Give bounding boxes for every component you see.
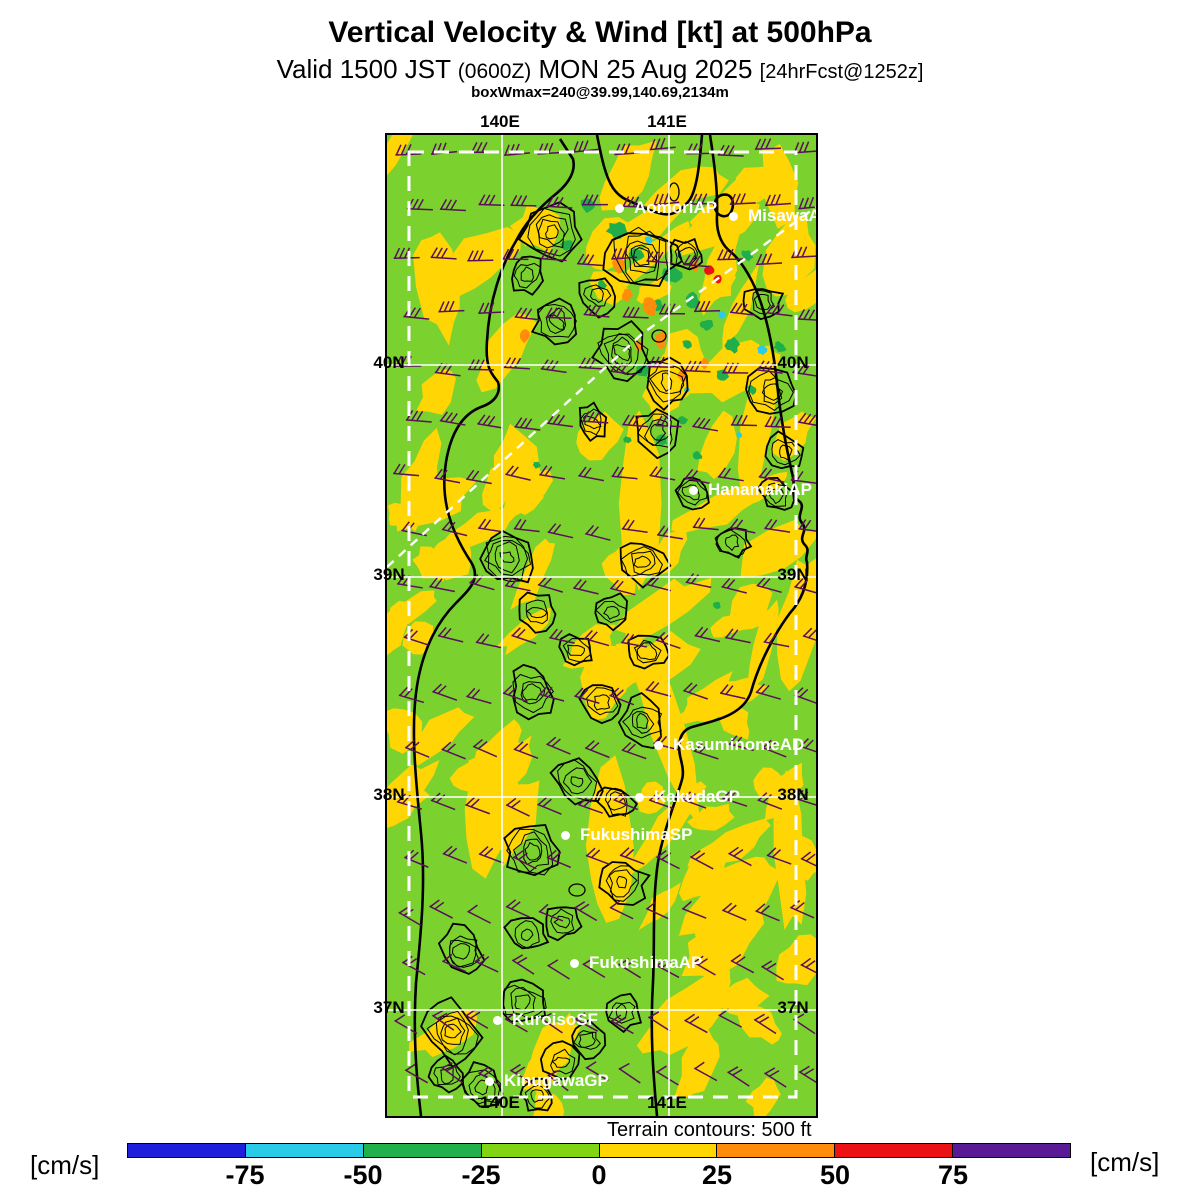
colorbar-tick-label: 50 [819,1160,851,1190]
station-marker: KuroisoSF [493,1010,598,1030]
station-marker: KasuminomeAD [654,735,804,755]
station-marker: KakudaGP [635,787,740,807]
station-dot-icon [493,1015,502,1025]
parallel-label-right: 39N [777,565,809,584]
meridian-label-top: 140E [480,112,520,131]
station-marker: FukushimaAP [570,953,702,973]
meridian-label-top: 141E [647,112,687,131]
station-label: KuroisoSF [512,1010,598,1029]
station-label: KasuminomeAD [673,735,805,754]
colorbar-segment [363,1144,482,1157]
colorbar-tick-label: -50 [343,1160,383,1190]
station-label: HanamakiAP [708,480,812,499]
colorbar-segment [481,1144,600,1157]
station-marker: MisawaAD [729,206,816,226]
station-dot-icon [485,1076,494,1086]
forecast-tag: [24hrFcst@1252z] [759,61,924,83]
wmax-line: boxWmax=240@39.99,140.69,2134m [471,84,729,101]
page-title: Vertical Velocity & Wind [kt] at 500hPa [328,16,872,49]
station-dot-icon [729,211,738,221]
station-dot-icon [615,203,624,213]
station-marker: AomoriAP [615,198,717,218]
parallel-label-right: 40N [777,353,809,372]
station-label: KinugawaGP [504,1071,609,1090]
station-dot-icon [570,958,579,968]
parallel-label-left: 38N [373,785,405,804]
terrain-note: Terrain contours: 500 ft [607,1119,812,1141]
station-label: MisawaAD [748,206,816,225]
station-dot-icon [654,740,663,750]
colorbar-segment [245,1144,364,1157]
parallel-label-right: 38N [777,785,809,804]
valid-prefix: Valid 1500 JST [276,54,458,84]
colorbar-tick-label: -75 [225,1160,265,1190]
meridian-label-bottom: 140E [480,1093,520,1112]
valid-time-line: Valid 1500 JST (0600Z) MON 25 Aug 2025 [… [0,54,1200,85]
valid-zulu: (0600Z) [457,60,532,83]
colorbar-segment [953,1144,1070,1157]
meridian-label-bottom: 141E [647,1093,687,1112]
weather-map: AomoriAP MisawaAD HanamakiAP KasuminomeAD Ka… [385,133,818,1118]
map-svg [387,135,816,1116]
colorbar-tick-label: -25 [461,1160,501,1190]
station-marker: KinugawaGP [485,1071,609,1091]
colorbar-tick-label: 75 [937,1160,969,1190]
station-label: AomoriAP [634,198,718,217]
station-label: FukushimaSP [580,825,693,844]
station-marker: FukushimaSP [561,825,692,845]
parallel-label-left: 40N [373,353,405,372]
colorbar-segment [835,1144,954,1157]
units-label-right: [cm/s] [1090,1147,1160,1177]
station-dot-icon [635,792,644,802]
station-dot-icon [561,830,570,840]
station-label: FukushimaAP [589,953,703,972]
colorbar-tick-label: 25 [701,1160,733,1190]
colorbar-segment [128,1144,246,1157]
colorbar-segment [599,1144,718,1157]
parallel-label-left: 37N [373,998,405,1017]
station-marker: HanamakiAP [689,480,812,500]
valid-date: MON 25 Aug 2025 [531,54,760,84]
station-label: KakudaGP [654,787,740,806]
units-label-left: [cm/s] [30,1150,100,1180]
colorbar-segment [717,1144,836,1157]
colorbar-tick-label: 0 [591,1160,607,1190]
colorbar [127,1143,1071,1158]
parallel-label-left: 39N [373,565,405,584]
station-dot-icon [689,485,698,495]
parallel-label-right: 37N [777,998,809,1017]
